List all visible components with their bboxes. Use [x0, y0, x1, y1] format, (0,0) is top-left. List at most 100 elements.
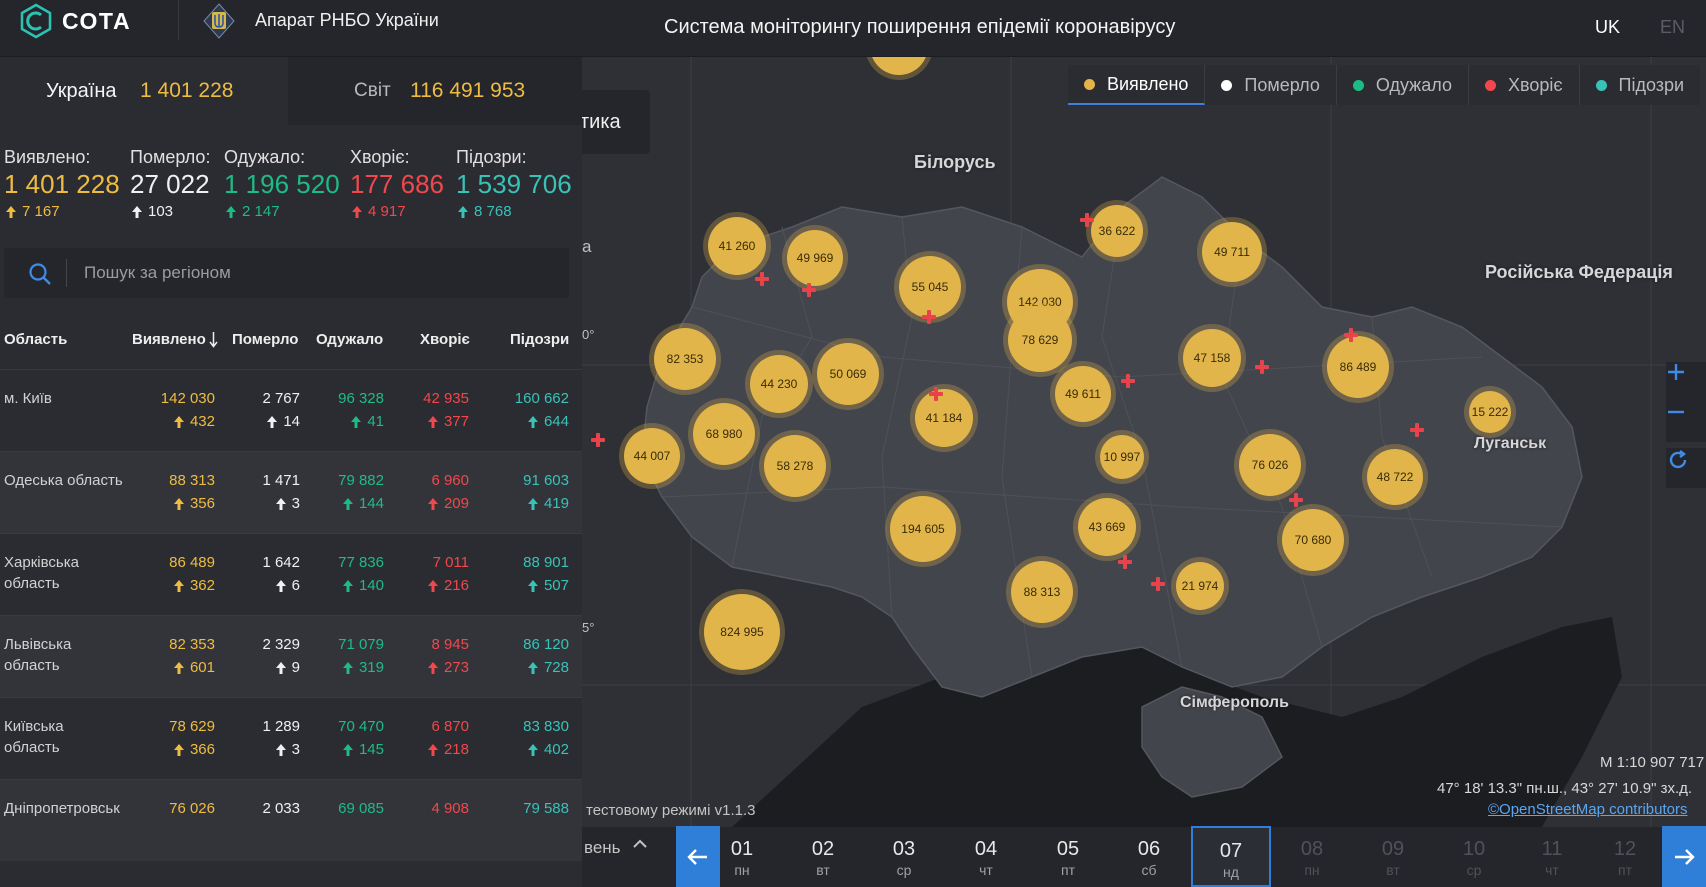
- filter-sick[interactable]: Хворіє: [1468, 65, 1580, 105]
- timeline-period-label[interactable]: вень: [584, 838, 621, 857]
- column-header-region[interactable]: Область: [4, 331, 68, 348]
- timeline-day[interactable]: 04 чт: [946, 826, 1026, 887]
- zoom-out-button[interactable]: [1666, 402, 1706, 442]
- region-search-input[interactable]: [84, 262, 544, 284]
- timeline-day[interactable]: 02 вт: [783, 826, 863, 887]
- map-marker[interactable]: 49 611: [1055, 366, 1111, 422]
- map-marker[interactable]: 86 489: [1327, 336, 1389, 398]
- hospital-cross-icon[interactable]: [1120, 373, 1136, 389]
- map-marker[interactable]: 824 995: [704, 594, 780, 670]
- map-marker[interactable]: 41 184: [915, 389, 973, 447]
- filter-recovered[interactable]: Одужало: [1336, 65, 1469, 105]
- hospital-cross-icon[interactable]: [1409, 422, 1425, 438]
- stat-deaths-delta: 103: [132, 203, 173, 220]
- timeline-day-selected[interactable]: 07 нд: [1191, 826, 1271, 887]
- chevron-up-icon[interactable]: [632, 836, 648, 852]
- table-row[interactable]: Одеська область 88 313 1 471 79 882 6 96…: [0, 451, 582, 533]
- column-header-recovered[interactable]: Одужало: [316, 331, 384, 348]
- hospital-cross-icon[interactable]: [1079, 212, 1095, 228]
- map-marker[interactable]: 70 680: [1282, 509, 1344, 571]
- stat-recovered-label: Одужало:: [224, 147, 306, 167]
- zoom-in-button[interactable]: [1666, 362, 1706, 402]
- map-marker[interactable]: 41 260: [708, 217, 766, 275]
- cell-confirmed-delta: 362: [173, 577, 215, 594]
- map-marker[interactable]: 82 353: [654, 328, 716, 390]
- analytics-tab[interactable]: [582, 90, 650, 154]
- hospital-cross-icon[interactable]: [921, 309, 937, 325]
- hospital-cross-icon[interactable]: [928, 386, 944, 402]
- map-marker[interactable]: 88 313: [1011, 561, 1073, 623]
- language-uk-button[interactable]: UK: [1595, 17, 1621, 37]
- map-marker[interactable]: 55 045: [899, 256, 961, 318]
- nsdc-title[interactable]: Апарат РНБО України: [255, 10, 439, 30]
- cell-recovered-delta: 319: [342, 659, 384, 676]
- timeline-prev-button[interactable]: [676, 826, 720, 887]
- analytics-tab-label[interactable]: тика: [580, 111, 621, 133]
- map-marker[interactable]: 44 007: [624, 428, 680, 484]
- filter-deaths[interactable]: Померло: [1205, 65, 1337, 105]
- map-marker[interactable]: 68 980: [693, 403, 755, 465]
- arrow-up-icon: [6, 205, 16, 218]
- timeline-day-future[interactable]: 12 пт: [1590, 826, 1660, 887]
- map-marker[interactable]: 44 230: [750, 355, 808, 413]
- table-row[interactable]: Дніпропетровськ 76 026 2 033 69 085 4 90…: [0, 779, 582, 861]
- cell-recovered-delta: 145: [342, 741, 384, 758]
- timeline-day-future[interactable]: 11 чт: [1512, 826, 1592, 887]
- timeline-next-button[interactable]: [1662, 826, 1706, 887]
- map-marker[interactable]: 50 069: [817, 343, 879, 405]
- cell-recovered-delta: 140: [342, 577, 384, 594]
- timeline-day-future[interactable]: 09 вт: [1353, 826, 1433, 887]
- hospital-cross-icon[interactable]: [1288, 492, 1304, 508]
- hospital-cross-icon[interactable]: [801, 282, 817, 298]
- timeline-day[interactable]: 05 пт: [1028, 826, 1108, 887]
- map-marker[interactable]: 36 622: [1091, 205, 1143, 257]
- cell-suspected: 86 120: [523, 636, 569, 653]
- map-marker[interactable]: 21 974: [1176, 562, 1224, 610]
- hospital-cross-icon[interactable]: [1117, 554, 1133, 570]
- map-marker[interactable]: 49 969: [787, 230, 843, 286]
- tab-ukraine[interactable]: Україна 1 401 228: [0, 57, 288, 125]
- search-icon[interactable]: [28, 262, 52, 286]
- map-marker[interactable]: 10 997: [1100, 435, 1144, 479]
- hospital-cross-icon[interactable]: [1150, 576, 1166, 592]
- map-marker[interactable]: 194 605: [890, 496, 956, 562]
- timeline-day[interactable]: 01 пн: [702, 826, 782, 887]
- arrow-up-icon: [527, 743, 538, 756]
- timeline-day[interactable]: 03 ср: [864, 826, 944, 887]
- map-marker[interactable]: 48 722: [1367, 449, 1423, 505]
- map-marker[interactable]: 43 669: [1078, 498, 1136, 556]
- map-marker-partial[interactable]: [870, 57, 928, 75]
- column-header-suspected[interactable]: Підозри: [510, 331, 570, 348]
- reset-view-button[interactable]: [1666, 448, 1706, 488]
- column-header-confirmed[interactable]: Виявлено: [132, 331, 218, 348]
- column-header-deaths[interactable]: Померло: [232, 331, 299, 348]
- language-en-button[interactable]: EN: [1660, 17, 1686, 37]
- sota-logo[interactable]: СОТА: [18, 3, 131, 39]
- table-row[interactable]: Львівська область 82 353 2 329 71 079 8 …: [0, 615, 582, 697]
- tab-world[interactable]: Світ 116 491 953: [288, 57, 582, 125]
- timeline-day-future[interactable]: 10 ср: [1434, 826, 1514, 887]
- hospital-cross-icon[interactable]: [590, 432, 606, 448]
- arrow-up-icon: [527, 497, 538, 510]
- app-title: Система моніторингу поширення епідемії к…: [664, 16, 1176, 38]
- map-marker[interactable]: 78 629: [1008, 308, 1072, 372]
- map-marker[interactable]: 76 026: [1239, 434, 1301, 496]
- table-row[interactable]: Київська область 78 629 1 289 70 470 6 8…: [0, 697, 582, 779]
- table-row[interactable]: м. Київ 142 030 2 767 96 328 42 935 160 …: [0, 369, 582, 451]
- hospital-cross-icon[interactable]: [754, 271, 770, 287]
- column-header-sick[interactable]: Хворіє: [420, 331, 470, 348]
- hospital-cross-icon[interactable]: [1343, 327, 1359, 343]
- filter-confirmed[interactable]: Виявлено: [1068, 65, 1206, 105]
- map-marker[interactable]: 47 158: [1183, 329, 1241, 387]
- osm-attribution-link[interactable]: ©OpenStreetMap contributors: [1488, 801, 1688, 818]
- filter-suspected[interactable]: Підозри: [1579, 65, 1701, 105]
- map-marker[interactable]: 49 711: [1202, 222, 1262, 282]
- hospital-cross-icon[interactable]: [1254, 359, 1270, 375]
- map-marker[interactable]: 58 278: [764, 435, 826, 497]
- table-row[interactable]: Харківська область 86 489 1 642 77 836 7…: [0, 533, 582, 615]
- map-view[interactable]: Виявлено Померло Одужало Хворіє Підозри …: [582, 57, 1706, 827]
- timeline-day[interactable]: 06 сб: [1109, 826, 1189, 887]
- cell-sick-delta: 273: [427, 659, 469, 676]
- map-marker[interactable]: 15 222: [1469, 391, 1511, 433]
- timeline-day-future[interactable]: 08 пн: [1272, 826, 1352, 887]
